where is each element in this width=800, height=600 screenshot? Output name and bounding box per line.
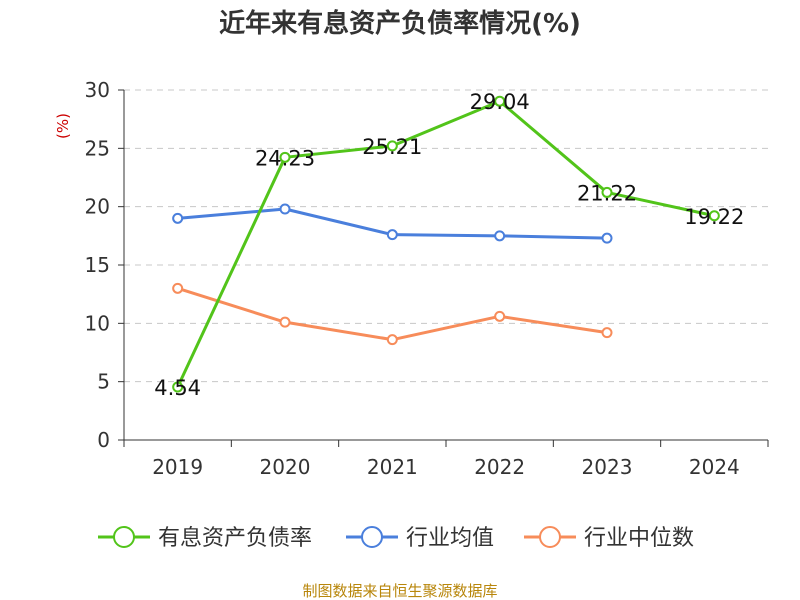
data-point: [172, 212, 184, 224]
data-point: [172, 381, 184, 393]
data-label: 24.23: [255, 146, 315, 170]
data-point: [708, 210, 720, 222]
data-point: [279, 203, 291, 215]
data-point: [601, 232, 613, 244]
y-tick-label: 0: [97, 428, 110, 452]
x-tick-label: 2022: [474, 455, 525, 479]
legend-label: 行业中位数: [584, 526, 694, 551]
y-axis-label: (%): [54, 113, 72, 139]
legend-marker: [539, 526, 561, 548]
data-labels: 4.54 24.23 25.21 29.04 21.22 19.22: [154, 90, 744, 400]
data-point: [494, 95, 506, 107]
data-point: [601, 327, 613, 339]
source-note: 制图数据来自恒生聚源数据库: [302, 582, 497, 600]
x-tick-label: 2023: [582, 455, 633, 479]
data-point: [386, 140, 398, 152]
data-point: [172, 282, 184, 294]
series-line-2: [177, 286, 608, 342]
legend: 有息资产负债率 行业均值 行业中位数: [98, 526, 694, 551]
y-tick-label: 20: [85, 195, 110, 219]
data-label: 29.04: [470, 90, 530, 114]
series-layer: [172, 95, 720, 393]
data-point: [279, 151, 291, 163]
y-tick-label: 30: [85, 78, 110, 102]
data-point: [601, 186, 613, 198]
data-point: [494, 310, 506, 322]
y-tick-label: 10: [85, 311, 110, 335]
legend-label: 行业均值: [406, 526, 494, 551]
grid-lines: [124, 89, 768, 383]
data-label: 21.22: [577, 181, 637, 205]
legend-marker: [113, 526, 135, 548]
data-label: 25.21: [362, 135, 422, 159]
x-tick-label: 2021: [367, 455, 418, 479]
data-point: [386, 229, 398, 241]
chart-title: 近年来有息资产负债率情况(%): [219, 8, 581, 39]
y-tick-label: 25: [85, 136, 110, 160]
series-line-0: [176, 99, 715, 388]
y-tick-label: 15: [85, 253, 110, 277]
x-tick-label: 2020: [260, 455, 311, 479]
legend-marker: [361, 526, 383, 548]
x-tick-label: 2019: [152, 455, 203, 479]
legend-label: 有息资产负债率: [158, 526, 312, 551]
axes: 0 5 10 15 20 25 30 2019 2020 2021 2022 2023 2024: [85, 78, 769, 479]
x-tick-label: 2024: [689, 455, 740, 479]
data-label: 19.22: [684, 205, 744, 229]
data-point: [279, 316, 291, 328]
data-point: [494, 230, 506, 242]
data-point: [386, 334, 398, 346]
y-tick-label: 5: [97, 370, 110, 394]
data-label: 4.54: [154, 376, 201, 400]
